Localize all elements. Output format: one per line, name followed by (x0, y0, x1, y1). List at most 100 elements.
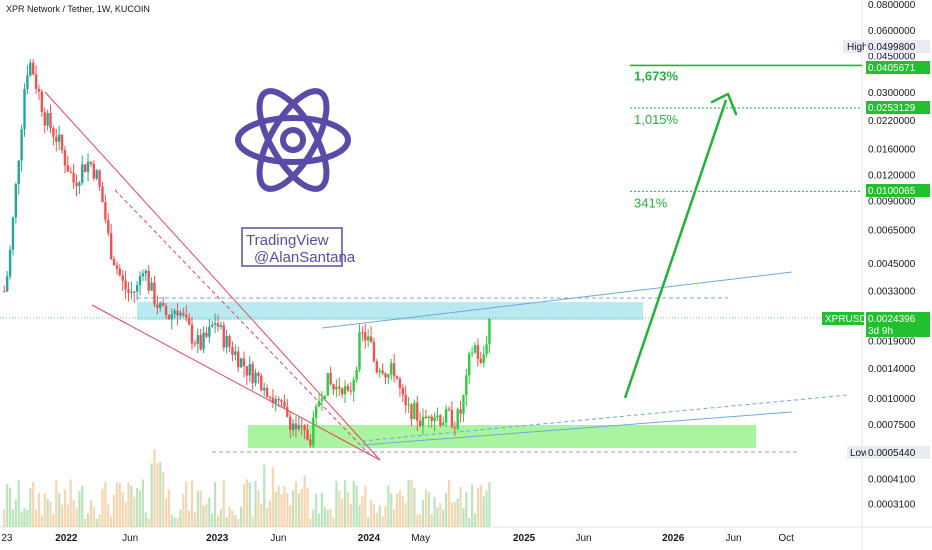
time-axis[interactable]: 23 2022 Jun 2023 Jun 2024 May 2025 Jun 2026 Jun Oct (1, 533, 794, 544)
volume-bar (115, 482, 119, 527)
x-tick-label: Oct (778, 533, 794, 544)
volume-bar (401, 495, 404, 527)
blue-trend-line-lower[interactable] (361, 411, 793, 446)
candle-body (17, 160, 20, 185)
volume-bar (329, 508, 332, 527)
volume-bar (37, 492, 41, 527)
candle-body (193, 343, 197, 345)
target-percentage-label: 341% (634, 195, 668, 210)
support-zone[interactable] (248, 425, 756, 448)
resistance-zone[interactable] (137, 302, 643, 320)
blue-dashed-trend-line[interactable] (361, 394, 849, 442)
volume-bar (234, 515, 237, 527)
volume-bar (277, 485, 280, 527)
x-tick-label: 2025 (513, 533, 536, 544)
red-dashed-channel-line[interactable] (114, 189, 371, 456)
candle-body (378, 370, 381, 373)
candle-body (49, 113, 52, 129)
candle-body (291, 423, 295, 430)
volume-bar (66, 504, 69, 527)
y-tick-label: 0.0014000 (868, 364, 916, 375)
candle-body (485, 344, 488, 355)
candle-body (260, 375, 263, 391)
volume-bar (257, 490, 260, 527)
svg-text:0.0024396: 0.0024396 (868, 314, 916, 325)
candle-body (141, 273, 145, 277)
candle-body (413, 402, 416, 420)
volume-bar (471, 484, 474, 527)
volume-bar (43, 493, 46, 527)
candle-body (196, 335, 199, 345)
candle-body (433, 417, 436, 421)
volume-bar (326, 509, 329, 527)
volume-bar (416, 515, 419, 527)
candle-body (66, 165, 70, 172)
candle-body (297, 425, 301, 429)
target-tag-1: 0.0405671 (866, 61, 930, 74)
low-tag: Low 0.0005440 (847, 446, 930, 459)
blue-trend-line-upper[interactable] (321, 271, 793, 329)
candle-body (349, 390, 353, 392)
candle-body (37, 88, 41, 92)
candle-body (101, 186, 104, 203)
candle-body (418, 420, 422, 426)
candle-body (153, 282, 156, 305)
target-percentage-label: 1,015% (634, 112, 679, 127)
candle-body (421, 416, 425, 426)
volume-bar (60, 504, 64, 527)
svg-text:XPRUSDT: XPRUSDT (825, 314, 873, 325)
volume-bar (442, 509, 445, 527)
candle-body (170, 314, 173, 320)
volume-bar (280, 494, 283, 527)
candle-body (205, 332, 208, 337)
volume-bar (46, 499, 49, 527)
candle-body (89, 161, 93, 164)
target-percentage-label: 1,673% (634, 68, 679, 83)
volume-bar (447, 480, 451, 527)
volume-bar (413, 487, 416, 527)
volume-bar (144, 512, 147, 527)
candle-body (407, 404, 410, 406)
candle-body (488, 318, 491, 345)
volume-bar (6, 483, 9, 527)
x-tick-label: Jun (270, 533, 286, 544)
volume-bar (110, 516, 113, 527)
volume-bar (193, 512, 196, 527)
chart-title: XPR Network / Tether, 1W, KUCOIN (6, 4, 150, 14)
projection-arrow[interactable] (623, 92, 738, 399)
candle-body (92, 163, 96, 179)
candle-body (208, 326, 211, 337)
volume-bar (75, 508, 78, 527)
red-trend-line-lower[interactable] (91, 304, 381, 461)
candle-body (312, 417, 315, 446)
candle-body (424, 416, 428, 419)
volume-bar (176, 517, 179, 527)
y-tick-label: 0.0120000 (868, 171, 916, 182)
volume-bar (315, 493, 318, 527)
volume-bar (150, 463, 153, 527)
candle-body (52, 128, 55, 137)
volume-bar (248, 482, 251, 527)
volume-bar (104, 481, 107, 527)
volume-bar (453, 501, 456, 527)
candle-body (479, 358, 482, 363)
volume-bar (112, 494, 116, 527)
price-axis[interactable]: 0.0800000 0.0600000 0.0450000 0.0300000 0.02… (868, 0, 916, 510)
volume-bar (462, 507, 465, 527)
candle-body (144, 270, 148, 274)
candle-body (384, 373, 387, 378)
candle-body (303, 425, 306, 431)
candle-body (43, 111, 46, 126)
candle-body (459, 409, 462, 414)
volume-bar (118, 483, 121, 527)
candle-body (159, 302, 162, 308)
candle-body (346, 386, 350, 391)
candle-body (83, 164, 87, 172)
candle-body (98, 170, 101, 187)
watermark-line2: @AlanSantana (254, 249, 356, 266)
volume-bar (26, 509, 29, 527)
volume-bar (390, 493, 393, 527)
volume-bar (58, 493, 61, 527)
candle-body (277, 398, 280, 401)
